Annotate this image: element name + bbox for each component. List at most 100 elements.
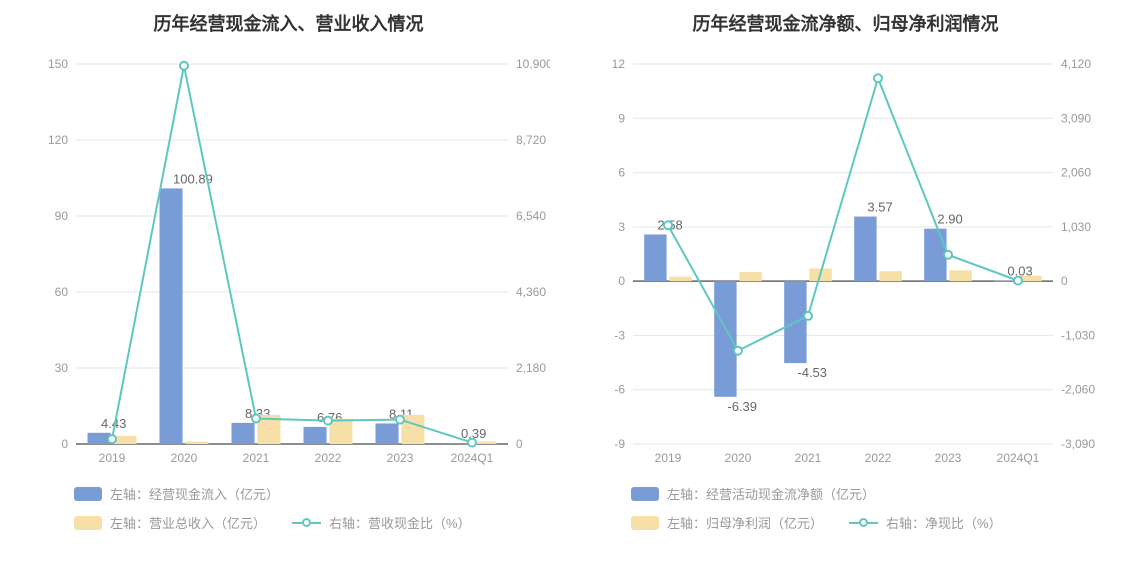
legend-label: 左轴：经营活动现金流净额（亿元） [667,484,875,503]
bar [879,271,901,281]
x-axis-tick-label: 2021 [243,451,270,465]
legend-row: 左轴：归母净利润（亿元） 右轴：净现比（%） [631,513,1114,536]
y-axis-left-tick-label: 0 [61,437,68,451]
x-axis-tick-label: 2020 [171,451,198,465]
bar [644,234,666,281]
line-marker [944,251,952,259]
bar [304,427,327,444]
line-marker [324,417,332,425]
bar [739,272,761,281]
chart-svg: 0 30 60 90 120 150 0 2,180 4,360 6,540 8,720 10,900… [20,44,550,474]
line-marker [804,312,812,320]
legend-label: 右轴：营收现金比（%） [329,513,471,532]
y-axis-left-tick-label: 120 [48,133,68,147]
line-marker [252,415,260,423]
chart-legend: 左轴：经营活动现金流净额（亿元） 左轴：归母净利润（亿元） 右轴：净现比（%） [577,484,1114,542]
legend-swatch-bar [631,487,659,501]
x-axis-tick-label: 2022 [315,451,342,465]
y-axis-right-tick-label: -2,060 [1061,383,1095,397]
bar [160,188,183,444]
legend-swatch-line [292,518,321,527]
y-axis-left-tick-label: 3 [618,220,625,234]
legend-item[interactable]: 右轴：净现比（%） [849,513,1002,532]
bar-value-label: -6.39 [727,399,757,414]
legend-swatch-bar [631,516,659,530]
legend-swatch-bar [74,516,102,530]
y-axis-right-tick-label: 4,120 [1061,57,1091,71]
chart-plot-area: 0 30 60 90 120 150 0 2,180 4,360 6,540 8,720 10,900… [20,44,557,474]
line-marker [1014,277,1022,285]
chart-legend: 左轴：经营现金流入（亿元） 左轴：营业总收入（亿元） 右轴：营收现金比（%） [20,484,557,542]
legend-label: 左轴：营业总收入（亿元） [110,513,266,532]
y-axis-right-tick-label: -1,030 [1061,328,1095,342]
x-axis-tick-label: 2019 [99,451,126,465]
legend-item[interactable]: 左轴：经营活动现金流净额（亿元） [631,484,875,503]
bar-value-label: 2.90 [937,212,962,227]
x-axis-tick-label: 2024Q1 [451,451,494,465]
line-marker [468,439,476,447]
chart-panel: 历年经营现金流入、营业收入情况 0 30 60 90 120 150 0 2,180 4,360 6… [10,0,567,582]
legend-item[interactable]: 左轴：经营现金流入（亿元） [74,484,279,503]
legend-swatch-bar [74,487,102,501]
bar-value-label: 3.57 [867,200,892,215]
x-axis-tick-label: 2023 [935,451,962,465]
y-axis-right-tick-label: -3,090 [1061,437,1095,451]
chart-plot-area: -9-6-3036912-3,090-2,060-1,03001,0302,06… [577,44,1114,474]
bar [376,423,399,444]
y-axis-left-tick-label: -9 [614,437,625,451]
page: 历年经营现金流入、营业收入情况030609012015002,1804,3606… [0,0,1134,582]
legend-label: 右轴：净现比（%） [886,513,1002,532]
line-marker [180,62,188,70]
y-axis-right-tick-label: 6,540 [516,209,546,223]
line-marker [396,416,404,424]
y-axis-right-tick-label: 10,900 [516,57,550,71]
y-axis-right-tick-label: 2,180 [516,361,546,375]
chart-panel: 历年经营现金流净额、归母净利润情况 -9 -6 -3 0 3 6 9 12 -3,090 -2,06… [567,0,1124,582]
y-axis-right-tick-label: 8,720 [516,133,546,147]
y-axis-left-tick-label: -6 [614,383,625,397]
legend-item[interactable]: 左轴：营业总收入（亿元） [74,513,266,532]
chart-svg: -9-6-3036912-3,090-2,060-1,03001,0302,06… [577,44,1107,474]
x-axis-tick-label: 2024Q1 [997,451,1040,465]
y-axis-left-tick-label: 12 [612,57,626,71]
chart-title: 历年经营现金流净额、归母净利润情况 [577,10,1114,38]
legend-swatch-line [849,518,878,527]
y-axis-left-tick-label: 150 [48,57,68,71]
y-axis-left-tick-label: 0 [618,274,625,288]
y-axis-left-tick-label: 9 [618,111,625,125]
legend-row: 左轴：经营活动现金流净额（亿元） [631,484,1114,507]
line-marker [734,347,742,355]
y-axis-left-tick-label: 30 [55,361,69,375]
y-axis-left-tick-label: 6 [618,166,625,180]
y-axis-left-tick-label: -3 [614,328,625,342]
line-marker [664,221,672,229]
bar [714,281,736,397]
y-axis-right-tick-label: 0 [1061,274,1068,288]
x-axis-tick-label: 2023 [387,451,414,465]
legend-item[interactable]: 右轴：营收现金比（%） [292,513,471,532]
bar [329,419,352,444]
y-axis-right-tick-label: 4,360 [516,285,546,299]
y-axis-right-tick-label: 2,060 [1061,166,1091,180]
x-axis-tick-label: 2020 [725,451,752,465]
y-axis-right-tick-label: 3,090 [1061,111,1091,125]
bar [232,423,255,444]
line-marker [874,74,882,82]
legend-row: 左轴：经营现金流入（亿元） [74,484,557,507]
bar [185,442,208,444]
line-marker [108,435,116,443]
y-axis-left-tick-label: 90 [55,209,69,223]
chart-title: 历年经营现金流入、营业收入情况 [20,10,557,38]
legend-item[interactable]: 左轴：归母净利润（亿元） [631,513,823,532]
y-axis-left-tick-label: 60 [55,285,69,299]
y-axis-right-tick-label: 0 [516,437,523,451]
x-axis-tick-label: 2021 [795,451,822,465]
bar [949,270,971,281]
x-axis-tick-label: 2022 [865,451,892,465]
bar [669,277,691,282]
legend-label: 左轴：经营现金流入（亿元） [110,484,279,503]
legend-label: 左轴：归母净利润（亿元） [667,513,823,532]
bar-value-label: -4.53 [797,365,827,380]
legend-row: 左轴：营业总收入（亿元） 右轴：营收现金比（%） [74,513,557,536]
x-axis-tick-label: 2019 [655,451,682,465]
